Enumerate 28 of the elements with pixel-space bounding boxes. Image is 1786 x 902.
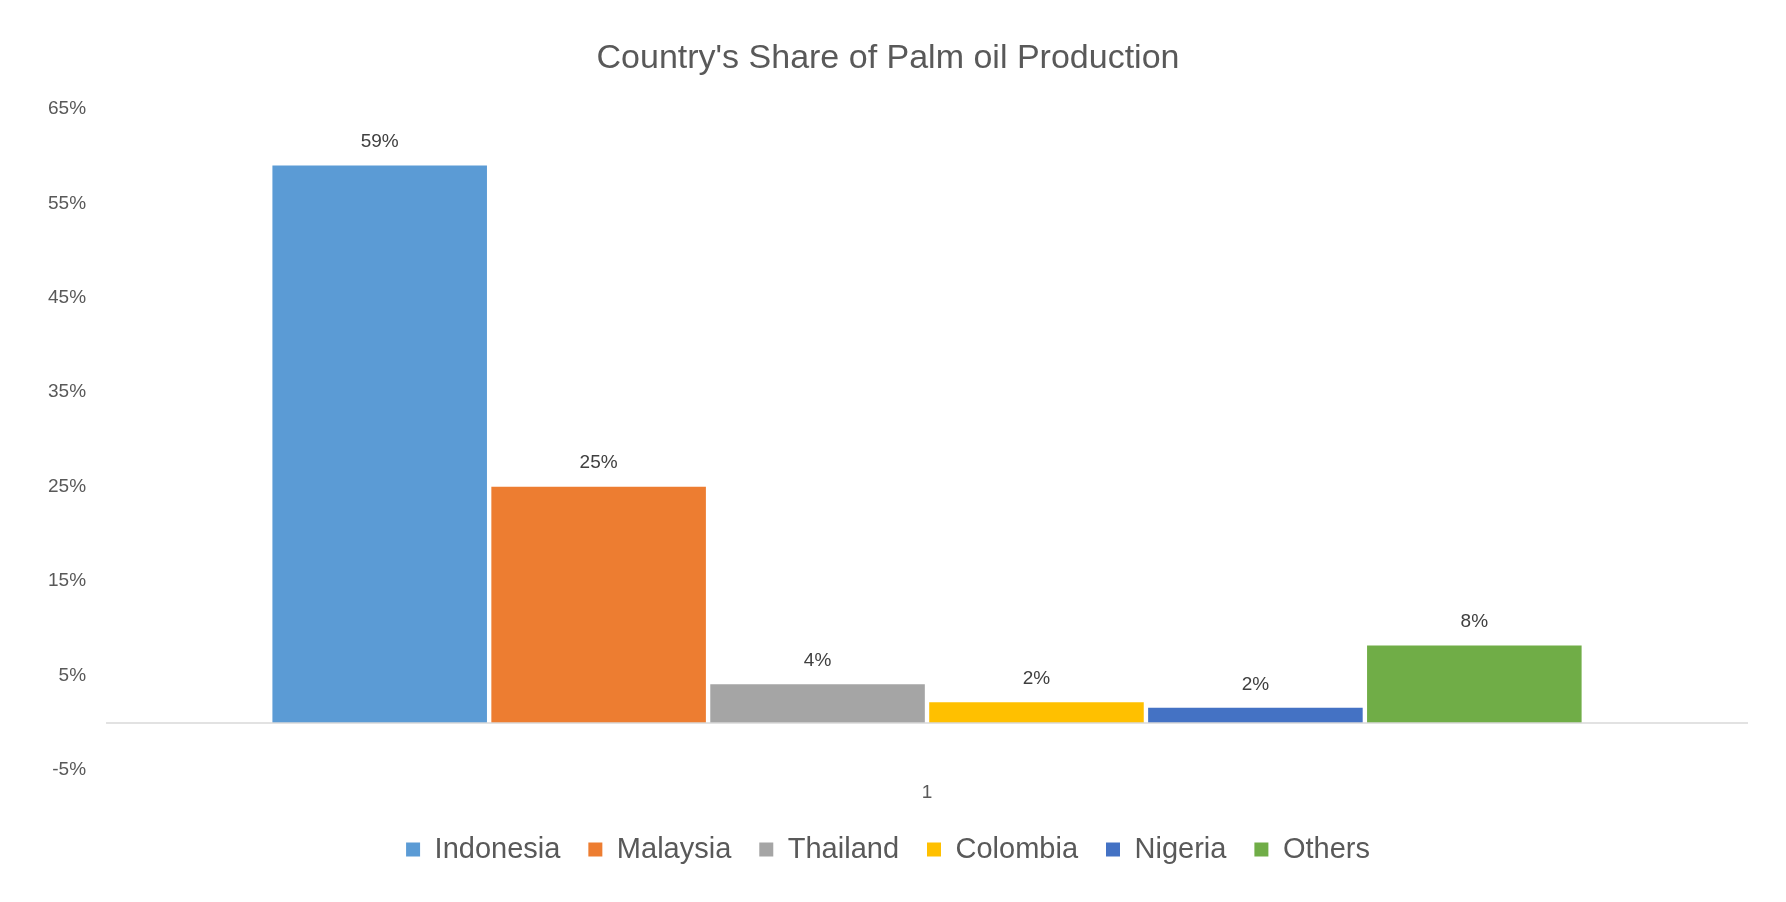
x-tick-label: 1 (921, 780, 933, 802)
legend-label: Colombia (955, 831, 1079, 864)
y-tick-label: 65% (48, 97, 87, 119)
data-label: 8% (1460, 610, 1489, 632)
data-label: 2% (1241, 672, 1270, 694)
bar (491, 486, 706, 723)
bar (1148, 707, 1363, 723)
chart-title: Country's Share of Palm oil Production (596, 36, 1180, 75)
y-tick-label: 55% (48, 191, 87, 213)
legend-label: Others (1282, 831, 1370, 864)
bar (710, 684, 925, 723)
y-tick-label: -5% (52, 758, 87, 780)
y-tick-label: 15% (48, 569, 87, 591)
data-label: 4% (803, 648, 832, 670)
y-tick-label: 35% (48, 380, 87, 402)
data-label: 2% (1022, 666, 1051, 688)
y-tick-label: 45% (48, 286, 87, 308)
bar (1367, 645, 1582, 723)
data-label: 59% (360, 130, 399, 152)
y-tick-label: 25% (48, 474, 87, 496)
data-label: 25% (579, 451, 618, 473)
bar (929, 702, 1144, 723)
y-tick-label: 5% (58, 663, 87, 685)
legend-label: Indonesia (434, 831, 562, 864)
legend-label: Thailand (787, 831, 900, 864)
legend-label: Malaysia (616, 831, 733, 864)
legend-label: Nigeria (1134, 831, 1228, 864)
bar (272, 165, 487, 723)
